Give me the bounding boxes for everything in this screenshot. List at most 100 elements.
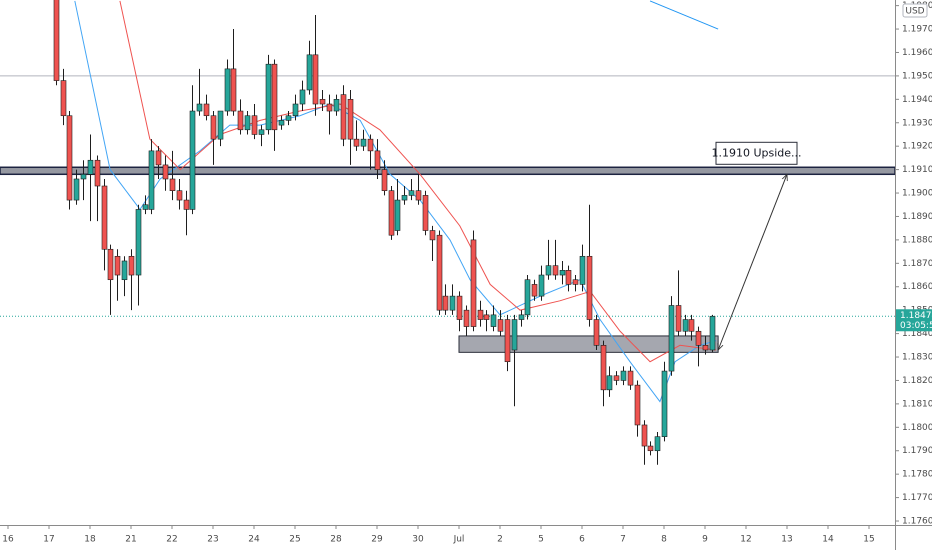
y-tick-label: 1.19300	[902, 118, 932, 128]
x-tick-label: 15	[863, 535, 874, 545]
candle-body	[641, 424, 648, 447]
y-tick-label: 1.19200	[902, 142, 932, 152]
y-tick-label: 1.19000	[902, 189, 932, 199]
current-price-label: 1.18474	[900, 311, 932, 321]
candle-body	[620, 370, 627, 381]
candle-body	[668, 305, 675, 372]
candle-body	[429, 230, 436, 241]
candle-body	[442, 295, 449, 311]
candle-body	[101, 185, 108, 250]
candle-body	[367, 138, 374, 152]
x-tick-label: 7	[620, 535, 626, 545]
candle-body	[230, 68, 237, 112]
candle-body	[162, 164, 169, 180]
candle-body	[504, 319, 511, 363]
candle-body	[559, 270, 566, 276]
candle-body	[497, 319, 504, 332]
candle-body	[545, 265, 552, 276]
candle-body	[709, 315, 716, 351]
candle-body	[654, 436, 661, 452]
candle-body	[299, 89, 306, 105]
candle-body	[682, 319, 689, 332]
candle-body	[292, 103, 299, 117]
candle-body	[196, 103, 203, 112]
candle-body	[661, 370, 668, 437]
y-tick-label: 1.18200	[902, 376, 932, 386]
candle-body	[606, 375, 613, 391]
candle-body	[388, 190, 395, 236]
x-tick-label: 21	[125, 535, 136, 545]
x-tick-label: 25	[289, 535, 300, 545]
candle-body	[333, 99, 340, 112]
candle-body	[401, 195, 408, 201]
candle-body	[210, 115, 217, 140]
candle-body	[285, 115, 292, 121]
currency-box	[902, 3, 928, 18]
y-tick-label: 1.18800	[902, 235, 932, 245]
x-tick-label: 14	[822, 535, 834, 545]
x-tick-label: 2	[497, 535, 503, 545]
y-tick-label: 1.19400	[902, 95, 932, 105]
candle-body	[265, 63, 272, 131]
currency-label: USD	[905, 7, 924, 17]
y-tick-label: 1.19600	[902, 48, 932, 58]
candle-body	[572, 279, 579, 285]
support-box	[458, 335, 719, 353]
candle-body	[374, 150, 381, 170]
y-tick-label: 1.18300	[902, 353, 932, 363]
candle-body	[148, 150, 155, 210]
candle-body	[538, 274, 545, 297]
candle-body	[565, 270, 572, 285]
candle-body	[415, 190, 422, 201]
candle-body	[319, 99, 326, 105]
x-tick-label: 13	[781, 535, 792, 545]
y-tick-label: 1.18100	[902, 399, 932, 409]
candle-body	[237, 110, 244, 131]
candle-body	[634, 384, 641, 426]
candle-body	[408, 190, 415, 196]
candle-body	[394, 199, 401, 231]
y-tick-label: 1.18600	[902, 282, 932, 292]
candle-body	[217, 110, 224, 140]
y-tick-label: 1.18000	[902, 423, 932, 433]
candle-body	[511, 319, 518, 351]
candle-body	[627, 370, 634, 386]
candle-body	[490, 314, 497, 327]
candle-body	[524, 279, 531, 316]
candle-body	[94, 159, 101, 187]
candle-body	[688, 319, 695, 332]
candle-body	[436, 234, 443, 311]
candle-body	[176, 190, 183, 201]
y-tick-label: 1.17800	[902, 470, 932, 480]
candle-body	[579, 255, 586, 285]
candle-body	[60, 80, 67, 117]
candle-body	[53, 0, 60, 81]
candle-body	[695, 330, 702, 346]
x-tick-label: 24	[248, 535, 260, 545]
candle-body	[271, 63, 278, 131]
projection-arrow	[718, 174, 787, 350]
price-box	[896, 309, 932, 332]
candle-body	[456, 295, 463, 320]
resistance-band	[0, 166, 895, 176]
candle-body	[66, 115, 73, 201]
candle-body	[470, 239, 477, 327]
candle-body	[586, 255, 593, 320]
y-tick-label: 1.19700	[902, 25, 932, 35]
candle-body	[518, 314, 525, 320]
candle-body	[80, 173, 87, 180]
x-tick-label: 8	[661, 535, 667, 545]
y-tick-label: 1.18400	[902, 329, 932, 339]
x-tick-label: 17	[43, 535, 54, 545]
candle-body	[107, 248, 114, 281]
overlay: 1.1910 Upside... USD 1.1847403:05:52	[711, 3, 932, 350]
x-tick-label: 18	[84, 535, 96, 545]
candle-body	[675, 305, 682, 332]
candle-body	[360, 138, 367, 147]
candle-body	[114, 255, 121, 276]
candle-body	[613, 375, 620, 381]
x-tick-label: 9	[702, 535, 708, 545]
candle-body	[483, 314, 490, 320]
candle-body	[278, 120, 285, 126]
y-tick-label: 1.17600	[902, 517, 932, 527]
